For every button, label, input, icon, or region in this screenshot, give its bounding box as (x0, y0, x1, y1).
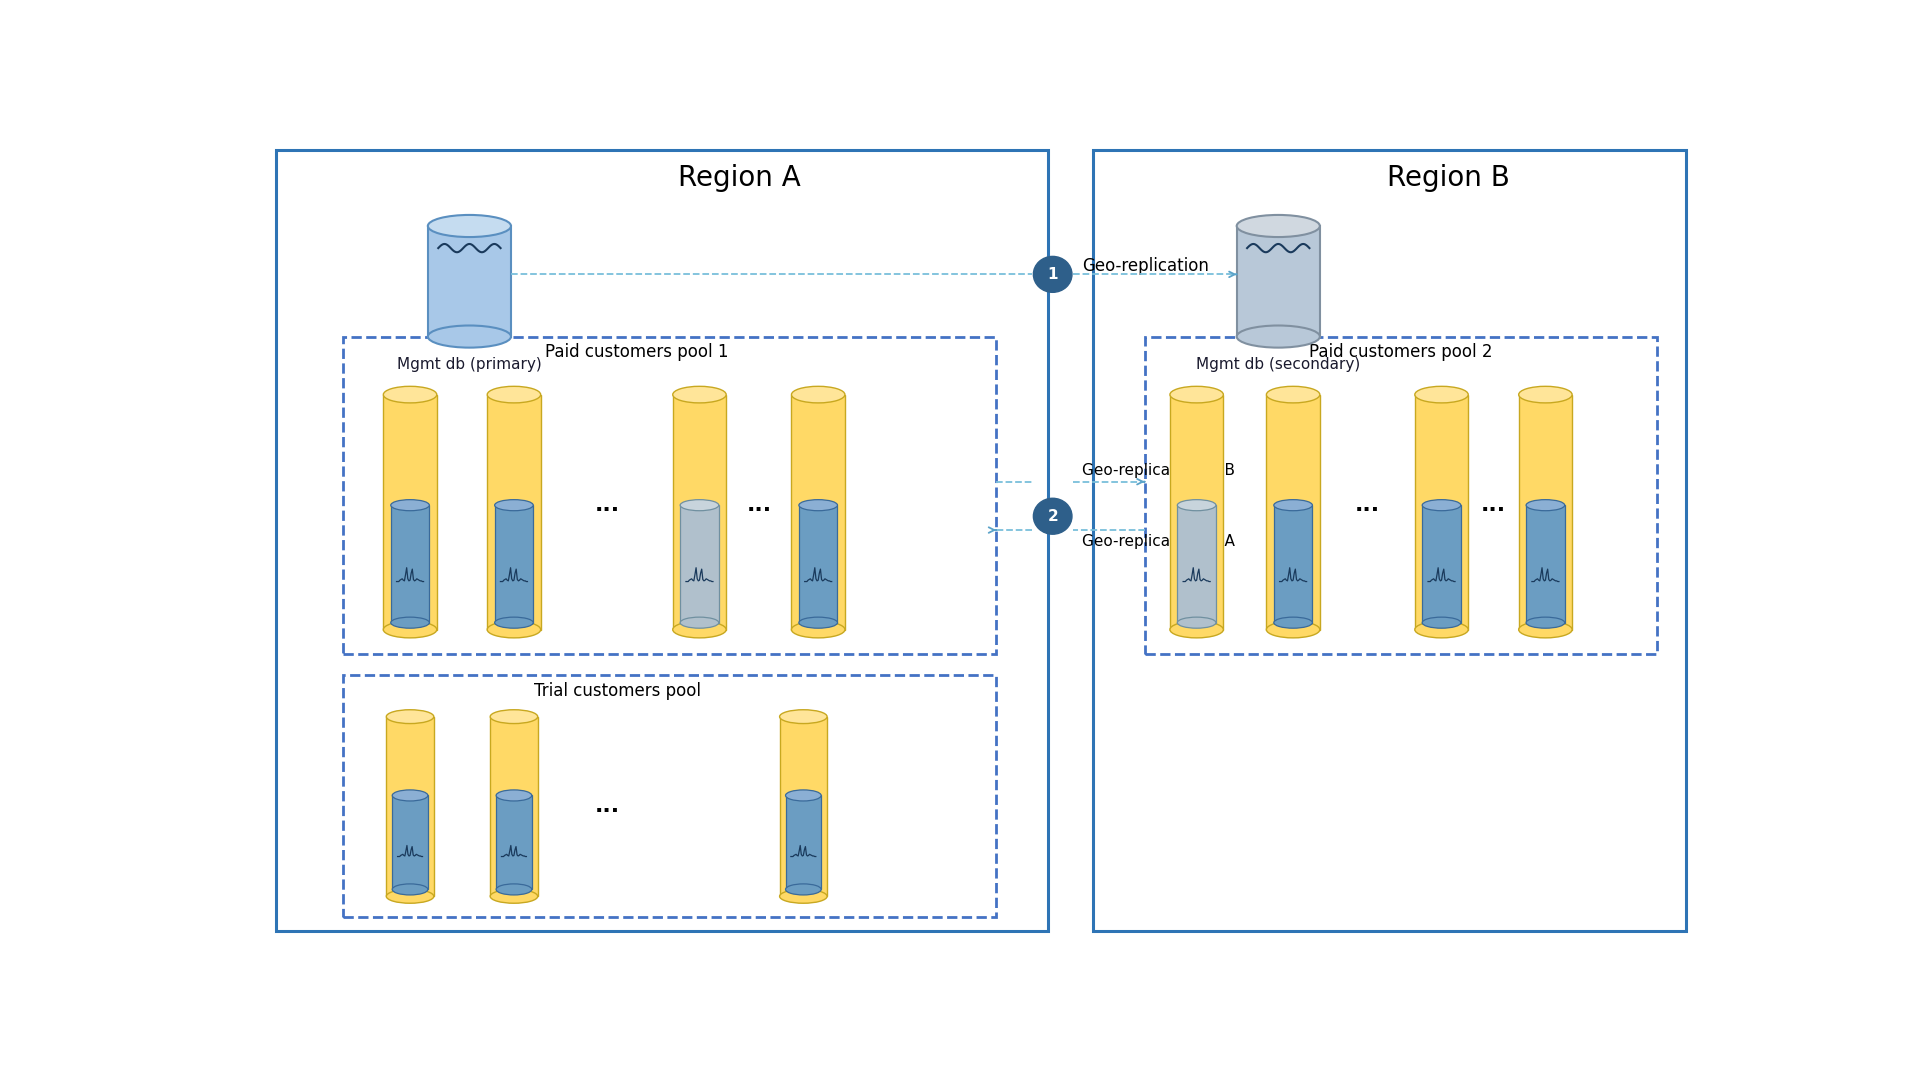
Polygon shape (679, 505, 718, 623)
Circle shape (1034, 499, 1072, 534)
Ellipse shape (1525, 500, 1564, 510)
Ellipse shape (1414, 621, 1468, 638)
Ellipse shape (427, 215, 511, 237)
Ellipse shape (785, 884, 821, 895)
Polygon shape (390, 505, 429, 623)
Ellipse shape (790, 621, 844, 638)
Polygon shape (1265, 394, 1319, 630)
Ellipse shape (490, 890, 538, 904)
Text: ...: ... (595, 797, 620, 816)
Text: Paid customers pool 1: Paid customers pool 1 (545, 344, 729, 362)
Polygon shape (1177, 505, 1215, 623)
Text: ...: ... (1480, 495, 1504, 515)
Ellipse shape (798, 500, 836, 510)
Ellipse shape (383, 387, 436, 403)
Polygon shape (1518, 394, 1571, 630)
Ellipse shape (1422, 617, 1460, 628)
Bar (276, 150, 1047, 931)
Bar (343, 336, 995, 655)
Polygon shape (1273, 505, 1311, 623)
Ellipse shape (1414, 387, 1468, 403)
Text: Geo-replication to A: Geo-replication to A (1081, 533, 1235, 548)
Text: Region A: Region A (678, 164, 800, 192)
Polygon shape (1169, 394, 1223, 630)
Polygon shape (785, 796, 821, 890)
Bar (343, 675, 995, 918)
Ellipse shape (790, 387, 844, 403)
Polygon shape (672, 394, 725, 630)
Ellipse shape (779, 890, 827, 904)
Text: Mgmt db (primary): Mgmt db (primary) (396, 358, 542, 373)
Ellipse shape (1265, 621, 1319, 638)
Ellipse shape (672, 621, 725, 638)
Ellipse shape (672, 387, 725, 403)
Bar (1093, 150, 1686, 931)
Polygon shape (779, 716, 827, 896)
Ellipse shape (1525, 617, 1564, 628)
Ellipse shape (1422, 500, 1460, 510)
Ellipse shape (383, 621, 436, 638)
Ellipse shape (486, 621, 540, 638)
Polygon shape (494, 505, 532, 623)
Text: Mgmt db (secondary): Mgmt db (secondary) (1196, 358, 1359, 373)
Bar (1145, 336, 1656, 655)
Ellipse shape (1236, 325, 1319, 348)
Polygon shape (486, 394, 540, 630)
Ellipse shape (1169, 387, 1223, 403)
Ellipse shape (390, 500, 429, 510)
Text: Geo-replication: Geo-replication (1081, 257, 1208, 275)
Text: 2: 2 (1047, 508, 1058, 523)
Text: Region B: Region B (1388, 164, 1510, 192)
Ellipse shape (392, 884, 427, 895)
Polygon shape (1236, 226, 1319, 336)
Ellipse shape (1169, 621, 1223, 638)
Polygon shape (383, 394, 436, 630)
Polygon shape (1414, 394, 1468, 630)
Ellipse shape (427, 325, 511, 348)
Ellipse shape (387, 890, 434, 904)
Ellipse shape (1177, 617, 1215, 628)
Ellipse shape (1518, 621, 1571, 638)
Text: Paid customers pool 2: Paid customers pool 2 (1309, 344, 1491, 362)
Ellipse shape (392, 789, 427, 801)
Ellipse shape (1273, 617, 1311, 628)
Ellipse shape (1518, 387, 1571, 403)
Text: ...: ... (746, 495, 771, 515)
Ellipse shape (1273, 500, 1311, 510)
Polygon shape (790, 394, 844, 630)
Text: Geo-replication to B: Geo-replication to B (1081, 463, 1235, 478)
Ellipse shape (785, 789, 821, 801)
Polygon shape (496, 796, 532, 890)
Ellipse shape (679, 617, 718, 628)
Text: ...: ... (595, 495, 620, 515)
Ellipse shape (679, 500, 718, 510)
Text: Trial customers pool: Trial customers pool (534, 682, 701, 700)
Ellipse shape (1177, 500, 1215, 510)
Ellipse shape (494, 500, 532, 510)
Polygon shape (427, 226, 511, 336)
Ellipse shape (490, 710, 538, 724)
Ellipse shape (798, 617, 836, 628)
Ellipse shape (387, 710, 434, 724)
Polygon shape (1422, 505, 1460, 623)
Text: 1: 1 (1047, 267, 1057, 282)
Ellipse shape (486, 387, 540, 403)
Polygon shape (387, 716, 434, 896)
Text: ...: ... (1353, 495, 1380, 515)
Polygon shape (798, 505, 836, 623)
Ellipse shape (779, 710, 827, 724)
Polygon shape (392, 796, 427, 890)
Ellipse shape (496, 884, 532, 895)
Ellipse shape (496, 789, 532, 801)
Ellipse shape (494, 617, 532, 628)
Ellipse shape (390, 617, 429, 628)
Circle shape (1034, 256, 1072, 292)
Ellipse shape (1265, 387, 1319, 403)
Polygon shape (490, 716, 538, 896)
Polygon shape (1525, 505, 1564, 623)
Ellipse shape (1236, 215, 1319, 237)
